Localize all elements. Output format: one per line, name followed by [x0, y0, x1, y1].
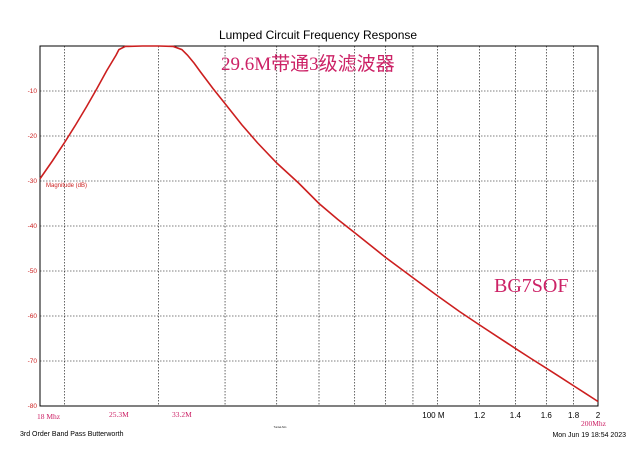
y-tick-label: -80: [28, 403, 38, 410]
y-tick-label: -30: [28, 178, 38, 185]
y-tick-label: -10: [28, 88, 38, 95]
y-tick-label: -70: [28, 358, 38, 365]
x-annotation-label: 200Mhz: [581, 419, 607, 428]
plot-frame: [39, 45, 599, 407]
x-tick-label: 1.2: [474, 411, 486, 420]
annotation-title: 29.6M带通3级滤波器: [221, 53, 395, 75]
y-tick-label: -60: [28, 313, 38, 320]
response-curve: [39, 45, 599, 403]
x-annotation-label: 25.3M: [109, 410, 129, 419]
chart-title: Lumped Circuit Frequency Response: [219, 28, 417, 42]
x-tick-label: 1.4: [510, 411, 522, 420]
x-annotations: 18 Mhz 25.3M 33.2M 200Mhz: [37, 410, 607, 428]
x-tick-label: 100 M: [422, 411, 445, 420]
footer-right: Mon Jun 19 18:54 2023: [552, 432, 626, 439]
x-tick-label: 2: [596, 411, 601, 420]
x-annotation-label: 18 Mhz: [37, 412, 61, 421]
annotation-callsign: BG7SOF: [494, 275, 568, 297]
x-tick-labels: 100 M 1.2 1.4 1.6 1.8 2: [422, 411, 601, 420]
y-tick-label: -50: [28, 268, 38, 275]
y-axis-label: Magnitude (dB): [46, 183, 87, 189]
footer-left: 3rd Order Band Pass Butterworth: [20, 431, 124, 438]
y-tick-label: -40: [28, 223, 38, 230]
x-tick-label: 1.8: [568, 411, 580, 420]
y-tick-labels: -10 -20 -30 -40 -50 -60 -70 -80: [28, 88, 38, 410]
y-tick-label: -20: [28, 133, 38, 140]
footer-mid: Tunnel-Sim: [274, 426, 287, 429]
grid: [40, 46, 598, 406]
x-tick-label: 1.6: [541, 411, 553, 420]
x-annotation-label: 33.2M: [172, 410, 192, 419]
